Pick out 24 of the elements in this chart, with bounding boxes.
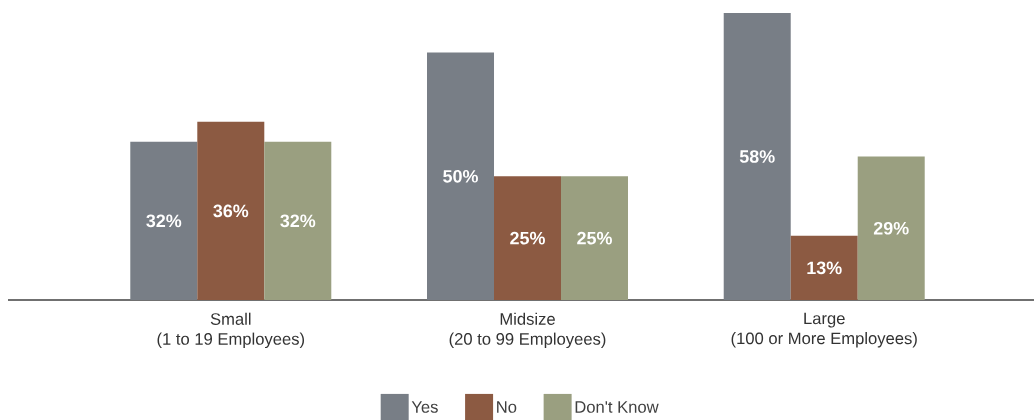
data-label: 50%: [443, 169, 478, 183]
x-tick-label: Midsize (20 to 99 Employees): [449, 312, 606, 349]
bar: [561, 176, 629, 301]
bar: [723, 13, 791, 301]
data-label: 29%: [873, 221, 909, 235]
legend-label: Yes: [411, 401, 438, 413]
bar: [427, 52, 495, 301]
bar: [790, 235, 858, 301]
bar: [130, 141, 198, 301]
data-label: 25%: [577, 231, 612, 245]
bar: [857, 156, 925, 301]
x-tick-label: Large (100 or More Employees): [731, 312, 917, 348]
data-label: 32%: [146, 214, 182, 228]
data-label: 36%: [213, 204, 249, 218]
bar: [197, 121, 265, 301]
x-tick-label: Small (1 to 19 Employees): [157, 312, 305, 349]
data-label: 13%: [807, 261, 842, 275]
bar: [494, 176, 562, 301]
bar: [264, 141, 332, 301]
data-label: 32%: [280, 214, 316, 228]
legend-label: No: [497, 401, 517, 413]
data-label: 25%: [510, 231, 545, 245]
legend-label: Don't Know: [575, 401, 659, 413]
data-label: 58%: [739, 150, 775, 163]
